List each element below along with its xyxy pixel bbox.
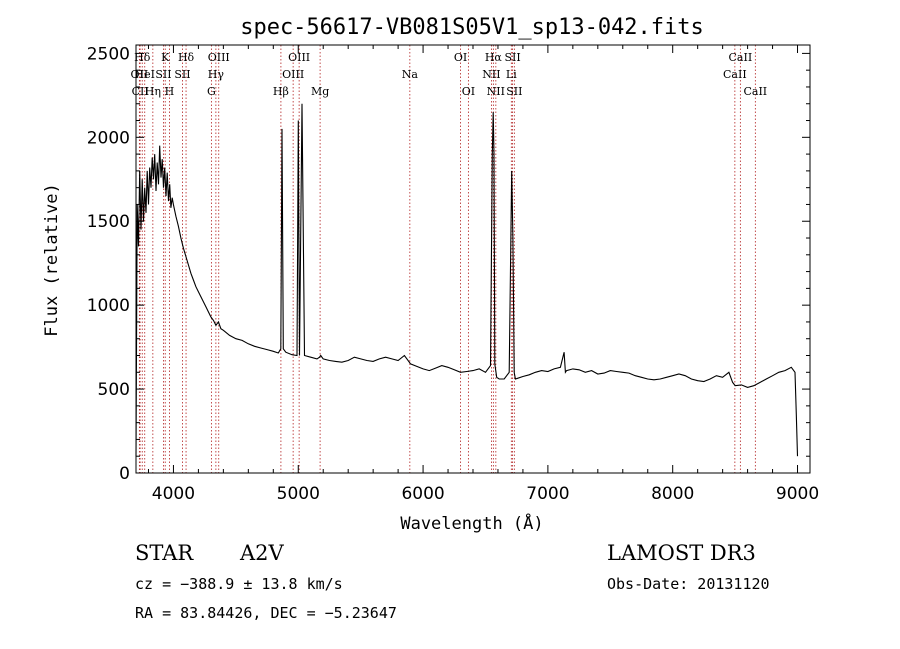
observation-date: Obs-Date: 20131120	[607, 575, 770, 593]
x-axis-label: Wavelength (Å)	[400, 512, 543, 534]
x-tick-label: 6000	[401, 484, 444, 504]
x-tick-label: 5000	[277, 484, 320, 504]
spectral-line-label: H	[165, 85, 175, 98]
x-tick-label: 9000	[776, 484, 819, 504]
spectral-line-label: OI	[462, 85, 475, 98]
y-tick-label: 0	[119, 464, 130, 484]
spectral-line-label: NII	[482, 68, 500, 81]
spectral-line-label: SII	[155, 68, 171, 81]
spectral-line-label: CaII	[723, 68, 747, 81]
spectral-line-label: SII	[504, 51, 520, 64]
spectral-line-label: CaII	[729, 51, 753, 64]
x-axis-ticks: 4000 5000 6000 7000 8000 9000	[147, 45, 819, 504]
y-tick-label: 2500	[87, 44, 130, 64]
survey-name: LAMOST DR3	[607, 541, 756, 565]
y-axis-label: Flux (relative)	[42, 183, 62, 337]
y-tick-label: 1000	[87, 296, 130, 316]
y-axis-ticks: 0 500 1000 1500 2000 2500	[87, 44, 810, 484]
spectral-line-label: HeI	[135, 68, 155, 81]
x-tick-label: 4000	[152, 484, 195, 504]
spectral-line-label: NII	[487, 85, 505, 98]
y-tick-label: 2000	[87, 128, 130, 148]
spectral-line-label: Hβ	[273, 85, 289, 98]
spectral-line-label: OIII	[282, 68, 304, 81]
spectral-line-label: Hδ	[134, 51, 151, 64]
spectral-line-label: Hη	[145, 85, 161, 98]
x-tick-label: 8000	[651, 484, 694, 504]
plot-frame	[135, 44, 811, 474]
spectral-line-label: Na	[402, 68, 419, 81]
spectral-line-label: OI	[454, 51, 467, 64]
object-class: STAR	[135, 541, 194, 565]
spectral-line-label: CaII	[743, 85, 767, 98]
spectral-line-label: Mg	[311, 85, 329, 98]
y-tick-label: 500	[98, 380, 130, 400]
spectral-line-label: SII	[506, 85, 522, 98]
y-tick-label: 1500	[87, 212, 130, 232]
redshift-text: cz = −388.9 ± 13.8 km/s	[135, 575, 343, 593]
spectral-line-markers	[138, 45, 756, 473]
spectral-line-label: G	[207, 85, 216, 98]
spectral-line-label: Hγ	[208, 68, 225, 81]
spectral-line-label: SII	[174, 68, 190, 81]
x-tick-label: 7000	[526, 484, 569, 504]
spectral-line-label: K	[161, 51, 170, 64]
spectral-line-label: Li	[506, 68, 517, 81]
spectral-line-label: OIII	[208, 51, 230, 64]
object-subclass: A2V	[239, 541, 285, 565]
coordinates-text: RA = 83.84426, DEC = −5.23647	[135, 604, 397, 622]
spectral-line-label: Hδ	[178, 51, 195, 64]
chart-title: spec-56617-VB081S05V1_sp13-042.fits	[240, 15, 704, 40]
spectral-line-label: OII	[131, 68, 149, 81]
spectrum-series-line	[135, 103, 799, 457]
spectral-line-label: Hα	[485, 51, 503, 64]
spectral-line-label: OIII	[288, 51, 310, 64]
